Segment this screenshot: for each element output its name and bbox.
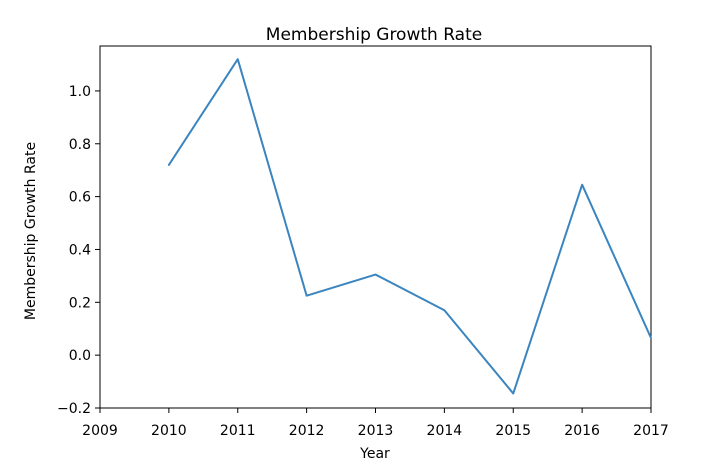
x-tick-label: 2015 bbox=[495, 423, 531, 439]
x-tick-label: 2016 bbox=[564, 423, 600, 439]
x-tick-label: 2013 bbox=[358, 423, 394, 439]
x-tick-label: 2011 bbox=[220, 423, 256, 439]
x-tick-label: 2017 bbox=[633, 423, 669, 439]
y-axis: −0.2 0.0 0.2 0.4 0.6 0.8 1.0 bbox=[57, 84, 100, 417]
series-line bbox=[167, 58, 652, 395]
chart-title: Membership Growth Rate bbox=[266, 25, 482, 45]
x-tick-label: 2012 bbox=[289, 423, 325, 439]
x-tick-label: 2010 bbox=[151, 423, 187, 439]
series-layer bbox=[167, 58, 652, 395]
x-axis: 2009 2010 2011 2012 2013 2014 2015 2016 2017 bbox=[82, 408, 669, 439]
y-tick-label: 0.4 bbox=[69, 242, 91, 258]
y-tick-label: 0.8 bbox=[69, 137, 91, 153]
y-tick-label: 1.0 bbox=[69, 84, 91, 100]
y-tick-label: 0.0 bbox=[69, 348, 91, 364]
y-tick-label: 0.6 bbox=[69, 190, 91, 206]
x-axis-label: Year bbox=[359, 446, 390, 462]
y-tick-label: −0.2 bbox=[57, 401, 91, 417]
x-tick-label: 2014 bbox=[427, 423, 463, 439]
x-tick-label: 2009 bbox=[82, 423, 118, 439]
y-tick-label: 0.2 bbox=[69, 295, 91, 311]
y-axis-label: Membership Growth Rate bbox=[23, 142, 39, 320]
